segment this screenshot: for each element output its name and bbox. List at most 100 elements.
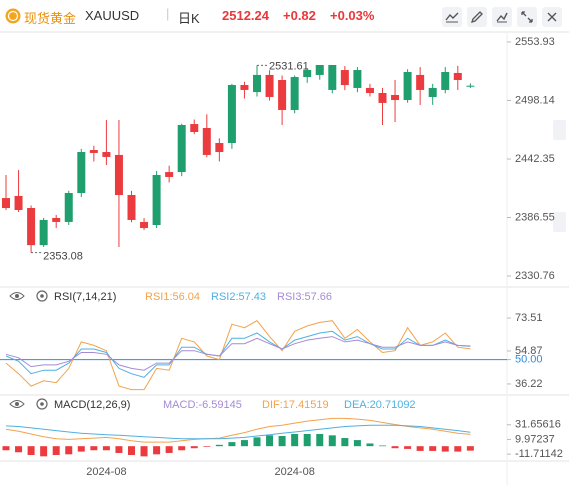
candle-body [165, 172, 174, 177]
macd-bar [27, 446, 35, 455]
header: 现货黄金 XAUUSD | 日K 2512.24 +0.82 +0.03% [0, 0, 569, 32]
candle-body [227, 85, 236, 144]
macd-bar [77, 446, 85, 452]
macd-bar [328, 435, 336, 447]
period[interactable]: 日K [178, 11, 200, 26]
macd-bar [65, 446, 73, 455]
legend-entry: RSI1:56.04 [145, 291, 200, 303]
y-tick-label: 2442.35 [515, 153, 555, 165]
indicator-button[interactable] [442, 7, 462, 27]
extreme-label: 2531.61 [269, 60, 309, 72]
candle-body [177, 124, 186, 173]
macd-eye-icon[interactable] [9, 400, 25, 408]
macd-bar [466, 446, 474, 451]
macd-bar [190, 446, 198, 449]
candle-body [428, 87, 437, 97]
indicator-line [5, 330, 471, 378]
candle-body [353, 70, 362, 88]
legend-entry: DEA:20.71092 [344, 399, 416, 411]
macd-bar [416, 446, 424, 451]
chart-type-button[interactable] [492, 7, 512, 27]
macd-bar [215, 444, 223, 447]
y-tick-label: 50.00 [515, 353, 543, 365]
candle-body [265, 74, 274, 97]
macd-bar [454, 446, 462, 452]
candle-body [27, 208, 36, 246]
panel-title: MACD(12,26,9) [54, 399, 130, 411]
macd-bar [15, 446, 23, 453]
indicator-line [5, 424, 471, 440]
change: +0.82 [283, 8, 316, 23]
candle-body [253, 74, 261, 93]
candle-body [14, 195, 23, 211]
legend-entry: RSI2:57.43 [211, 291, 266, 303]
macd-bar [253, 437, 261, 447]
fullscreen-button[interactable] [517, 7, 537, 27]
macd-bar [102, 446, 110, 451]
y-tick-label: 31.65616 [515, 419, 561, 431]
macd-bar [178, 446, 186, 451]
macd-bar [303, 433, 311, 447]
indicator-line [5, 336, 471, 371]
side-button[interactable] [553, 120, 566, 140]
y-tick-label: 2498.14 [515, 94, 555, 106]
candle-body [140, 221, 149, 229]
x-tick-label: 2024-08 [86, 466, 126, 478]
candle-body [202, 128, 211, 155]
y-tick-label: 73.51 [515, 312, 543, 324]
macd-bar [379, 445, 386, 447]
coin-icon [5, 8, 21, 24]
candle-body [340, 70, 349, 86]
extreme-label: 2353.08 [43, 251, 83, 263]
candle-body [403, 72, 412, 101]
close-button[interactable] [542, 7, 562, 27]
candle-body [102, 152, 111, 157]
rsi-settings-icon[interactable] [36, 290, 48, 302]
candle-body [64, 193, 73, 222]
candle-body [441, 72, 450, 90]
macd-bar [90, 446, 98, 451]
indicator-line [5, 320, 471, 391]
candle-body [190, 124, 199, 132]
y-tick-label: 54.87 [515, 345, 543, 357]
macd-settings-icon[interactable] [36, 398, 48, 410]
macd-bar [353, 440, 361, 447]
macd-bar [52, 446, 60, 455]
macd-bar [404, 446, 412, 449]
indicator-line [5, 417, 471, 443]
macd-bar [228, 442, 236, 447]
candle-body [391, 94, 400, 101]
candle-body [52, 217, 61, 222]
y-tick-label: 2553.93 [515, 36, 555, 48]
macd-bar [153, 446, 161, 455]
y-tick-label: 36.22 [515, 378, 543, 390]
candle-body [240, 85, 249, 90]
macd-bar [291, 433, 299, 447]
macd-bar [2, 446, 10, 451]
draw-button[interactable] [467, 7, 487, 27]
macd-bar [128, 446, 135, 455]
candle-body [378, 92, 387, 103]
candle-body [39, 219, 48, 246]
last-price: 2512.24 [222, 8, 269, 23]
legend-entry: RSI3:57.66 [277, 291, 332, 303]
legend-entry: MACD:-6.59145 [163, 399, 242, 411]
candle-body [466, 85, 475, 87]
legend-entry: DIF:17.41519 [262, 399, 329, 411]
side-button[interactable] [553, 212, 566, 232]
macd-bar [40, 446, 48, 457]
macd-bar [115, 446, 123, 453]
y-tick-label: -11.71142 [515, 448, 563, 460]
y-tick-label: 9.97237 [515, 433, 555, 445]
macd-bar [366, 443, 374, 447]
rsi-eye-icon[interactable] [9, 292, 25, 300]
candle-body [290, 77, 299, 110]
candle-body [127, 195, 136, 220]
macd-bar [341, 438, 349, 447]
change-percent: +0.03% [330, 8, 375, 23]
macd-bar [165, 446, 173, 453]
macd-bar [391, 446, 399, 449]
y-tick-label: 2330.76 [515, 270, 555, 282]
instrument-name: 现货黄金 [24, 11, 77, 26]
